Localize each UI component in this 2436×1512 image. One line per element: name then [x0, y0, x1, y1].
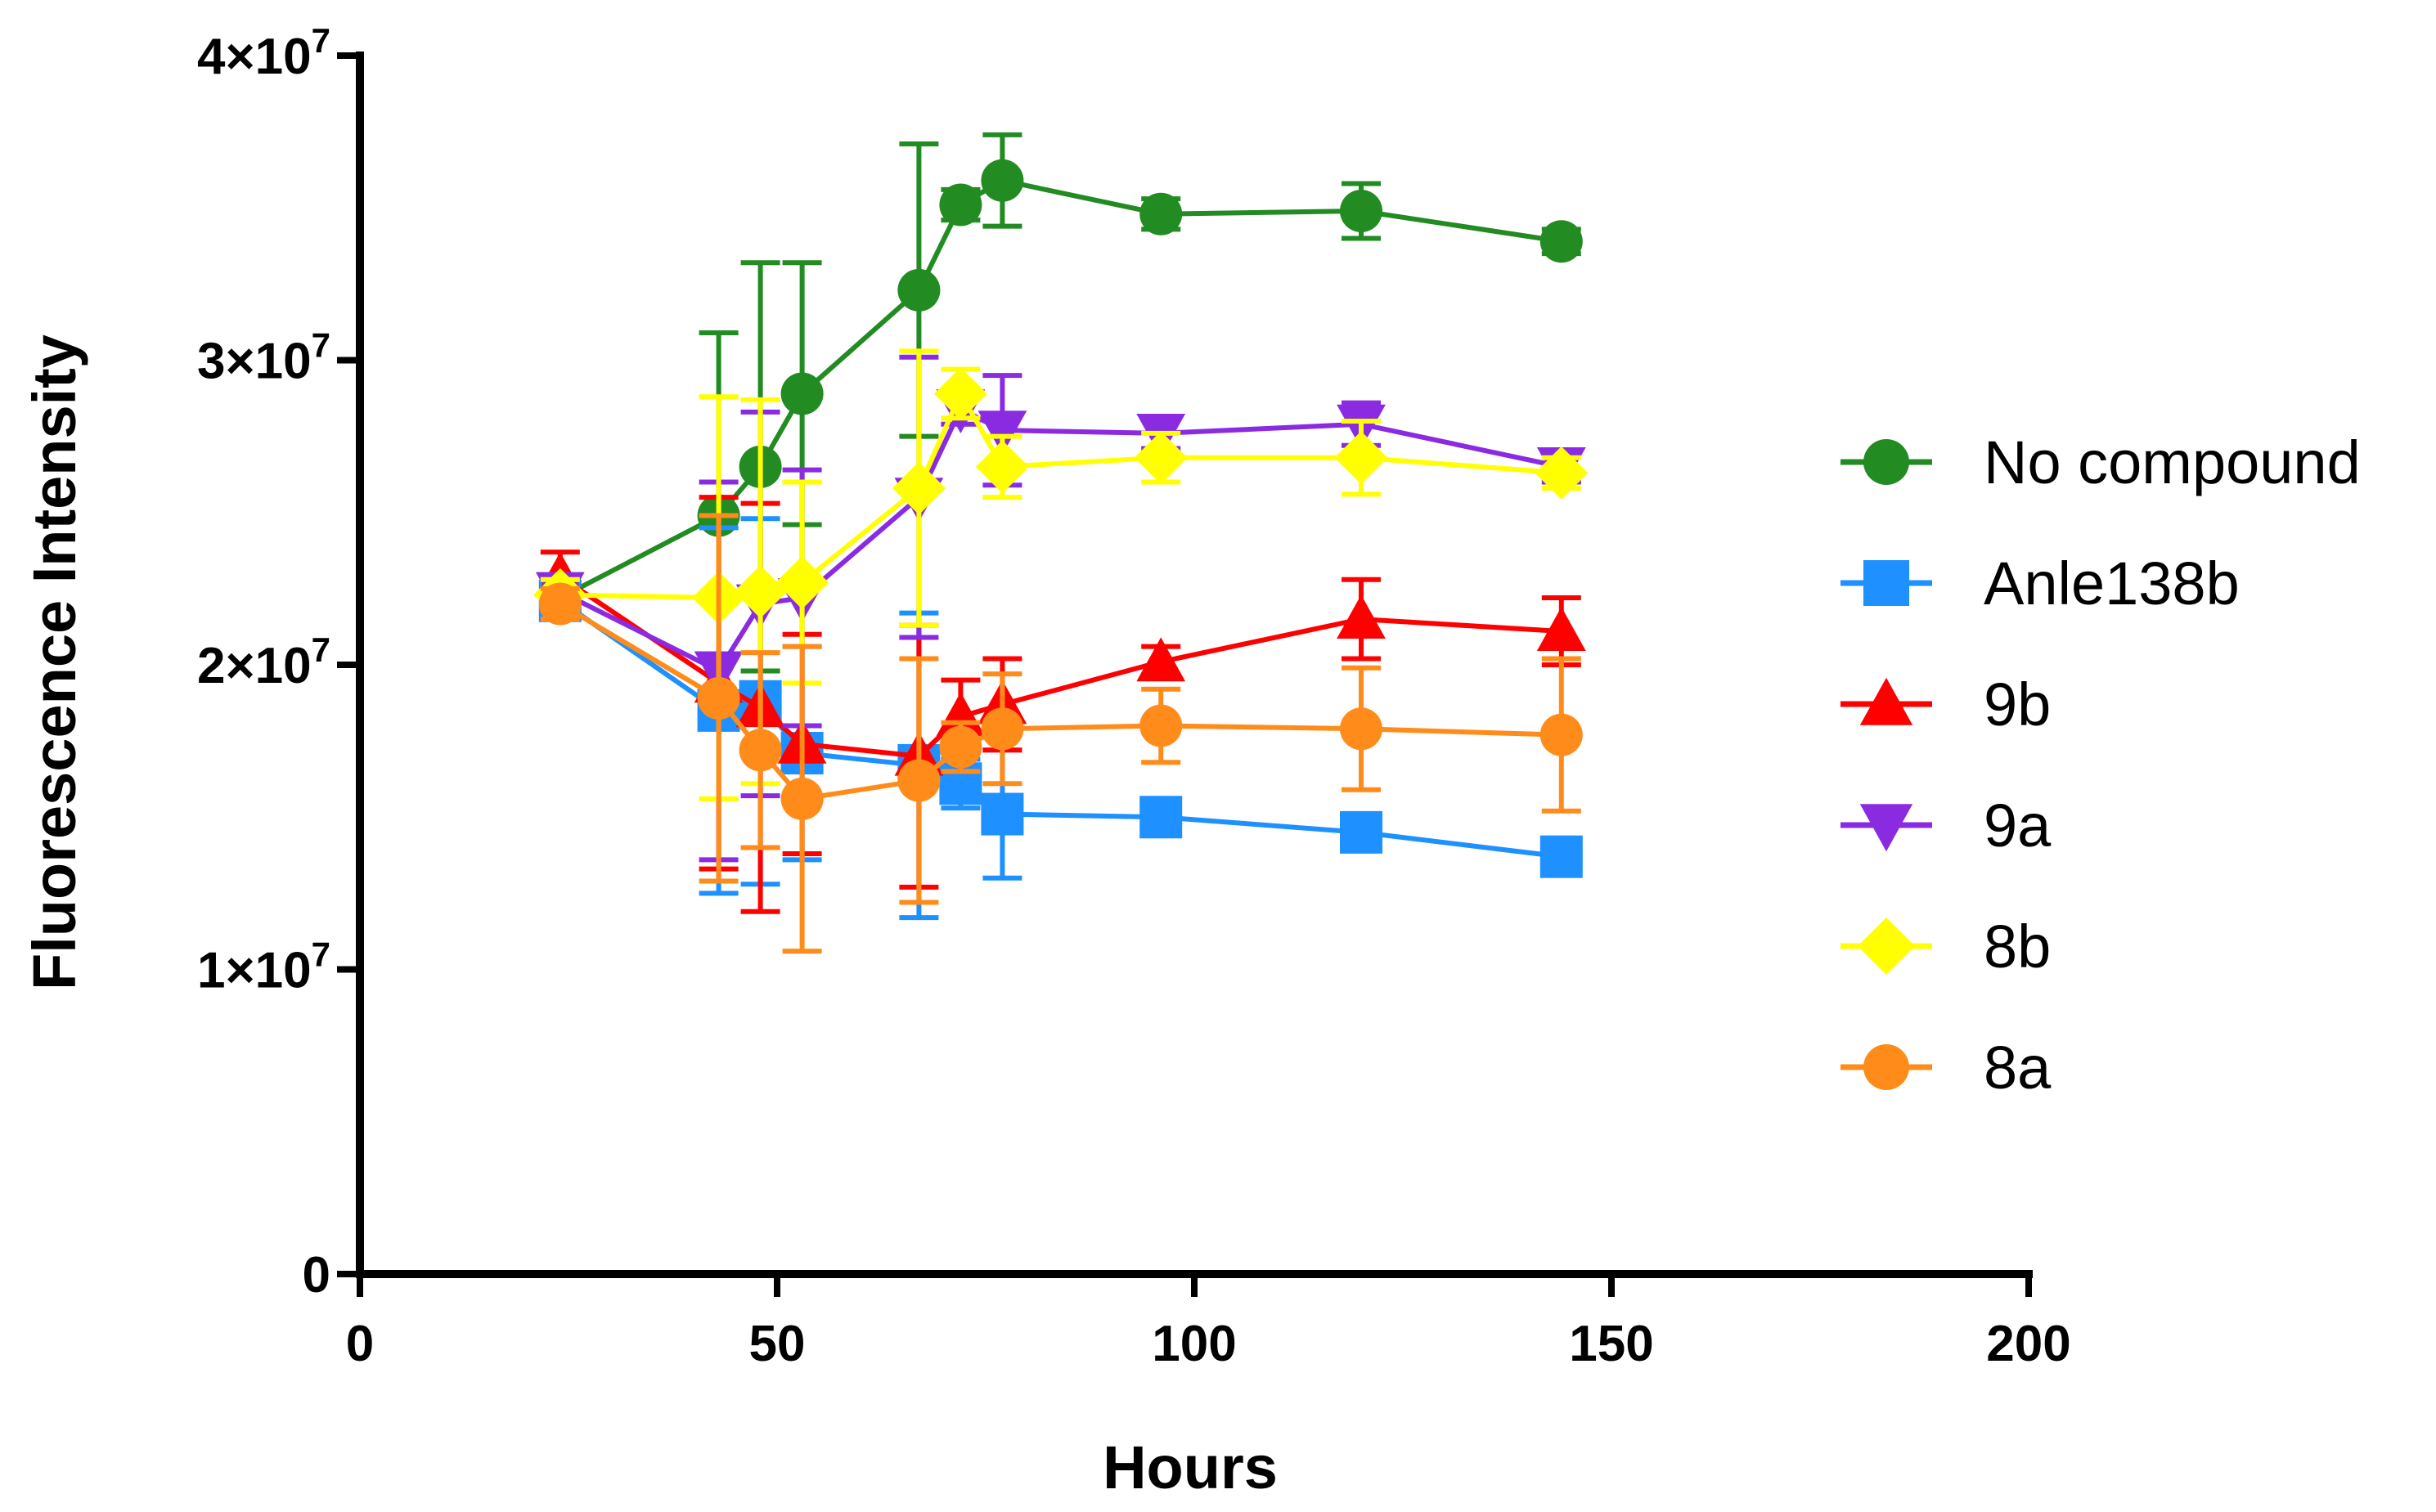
y-tick-mantissa: 0 — [303, 1247, 330, 1303]
series-line — [559, 601, 1562, 802]
legend-swatch-marker — [1863, 439, 1909, 485]
data-point — [780, 372, 824, 415]
data-point — [981, 159, 1024, 202]
data-point — [897, 759, 941, 802]
error-bars — [540, 516, 1581, 921]
data-point — [1340, 707, 1382, 751]
y-tick-label: 4×107 — [197, 21, 330, 85]
data-point — [1134, 431, 1188, 485]
legend-item: 9b — [1840, 671, 2051, 738]
data-point — [538, 582, 582, 626]
x-tick-label: 0 — [346, 1316, 374, 1372]
y-axis-title: Fluorescence Intensity — [20, 334, 88, 990]
data-point — [739, 729, 782, 772]
data-point — [1535, 446, 1589, 500]
legend-item: 8b — [1840, 913, 2051, 980]
x-axis-title: Hours — [1103, 1433, 1278, 1501]
y-tick-label: 1×107 — [197, 935, 330, 999]
legend-item: 8a — [1840, 1034, 2052, 1101]
y-tick-mantissa: 2×10 — [197, 638, 312, 694]
legend-label: Anle138b — [1984, 550, 2240, 617]
data-point — [1139, 796, 1183, 839]
data-point — [939, 725, 982, 769]
markers — [535, 389, 1586, 696]
series-anle138b — [538, 516, 1583, 921]
x-tick-label: 50 — [749, 1316, 806, 1372]
series-8a — [538, 513, 1583, 954]
legend: No compound Anle138b 9b 9a 8b 8a — [1840, 428, 2361, 1101]
series-layer — [533, 132, 1589, 954]
data-point — [981, 707, 1024, 751]
legend-swatch-marker — [1859, 677, 1913, 725]
data-point — [939, 183, 982, 227]
legend-swatch-marker — [1859, 804, 1913, 852]
data-point — [978, 411, 1027, 455]
legend-label: No compound — [1984, 428, 2361, 496]
data-point — [734, 565, 788, 619]
series-line — [559, 177, 1562, 600]
data-point — [1536, 607, 1586, 651]
series-9b — [535, 495, 1586, 914]
error-bars — [540, 513, 1581, 954]
y-tick-mantissa: 1×10 — [197, 943, 312, 999]
legend-swatch-marker — [1858, 918, 1915, 975]
y-tick-exponent: 7 — [312, 326, 330, 365]
x-tick-label: 100 — [1152, 1316, 1236, 1372]
y-tick-exponent: 7 — [312, 630, 330, 669]
markers — [533, 366, 1589, 625]
y-tick-label: 3×107 — [197, 326, 330, 390]
y-tick-mantissa: 4×10 — [197, 29, 312, 85]
y-tick-mantissa: 3×10 — [197, 334, 312, 390]
legend-label: 9b — [1984, 671, 2051, 738]
data-point — [975, 440, 1029, 494]
data-point — [1539, 220, 1583, 263]
legend-item: No compound — [1840, 428, 2361, 496]
data-point — [780, 777, 824, 820]
x-tick-label: 200 — [1986, 1316, 2070, 1372]
legend-label: 9a — [1984, 792, 2052, 859]
markers — [538, 159, 1583, 620]
data-point — [936, 692, 986, 737]
legend-swatch-marker — [1863, 1044, 1909, 1090]
data-point — [1139, 704, 1183, 747]
data-point — [697, 676, 740, 720]
error-bars — [540, 495, 1581, 914]
legend-label: 8a — [1984, 1034, 2052, 1101]
data-point — [892, 461, 946, 515]
y-tick-exponent: 7 — [312, 935, 330, 974]
data-point — [1139, 192, 1183, 236]
data-point — [1340, 810, 1382, 854]
data-point — [1539, 713, 1583, 756]
data-point — [981, 792, 1024, 836]
series-no-compound — [538, 132, 1583, 701]
series-line — [559, 406, 1562, 675]
y-tick-label: 2×107 — [197, 630, 330, 694]
data-point — [933, 366, 987, 420]
data-point — [1337, 594, 1386, 639]
legend-item: 9a — [1840, 792, 2052, 859]
data-point — [775, 555, 829, 609]
y-tick-label: 0 — [303, 1247, 330, 1303]
data-point — [1539, 835, 1583, 878]
legend-label: 8b — [1984, 913, 2051, 980]
series-9a — [535, 354, 1586, 863]
legend-swatch-marker — [1863, 560, 1909, 606]
data-point — [1334, 431, 1388, 485]
markers — [538, 582, 1583, 820]
legend-item: Anle138b — [1840, 550, 2240, 617]
y-tick-exponent: 7 — [312, 21, 330, 60]
data-point — [1136, 637, 1186, 682]
x-tick-label: 150 — [1569, 1316, 1653, 1372]
data-point — [897, 268, 941, 312]
data-point — [1340, 189, 1382, 232]
